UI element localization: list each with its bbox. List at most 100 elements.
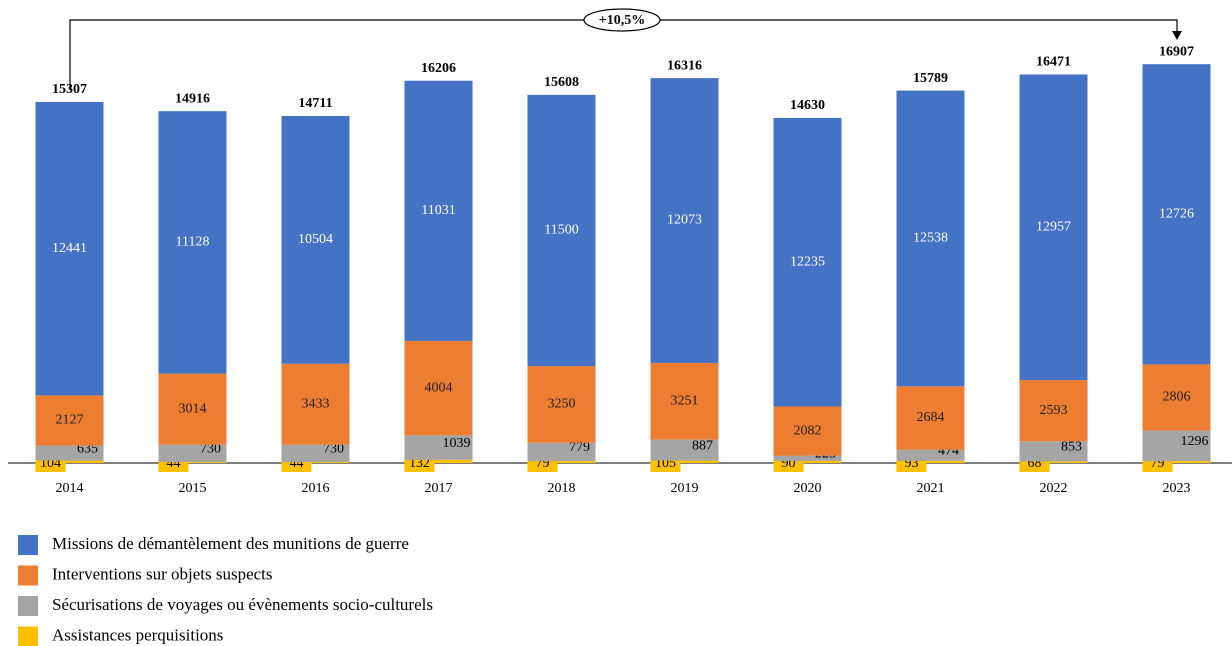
bar-segment bbox=[404, 459, 473, 463]
x-tick-label: 2021 bbox=[917, 481, 945, 496]
value-label: 730 bbox=[323, 442, 344, 457]
x-tick-label: 2019 bbox=[671, 481, 699, 496]
bar-segment bbox=[281, 115, 350, 364]
bar-segment bbox=[158, 444, 227, 462]
bar-segment bbox=[158, 461, 227, 463]
bar-segment bbox=[773, 117, 842, 407]
bar-segment bbox=[404, 435, 473, 460]
value-label: 2806 bbox=[1163, 390, 1191, 405]
legend-swatch bbox=[18, 626, 38, 646]
value-label: 11031 bbox=[421, 203, 455, 218]
bar-segment bbox=[1142, 461, 1211, 463]
legend-label: Missions de démantèlement des munitions … bbox=[52, 534, 409, 553]
value-label: 2127 bbox=[56, 413, 84, 428]
value-label: 730 bbox=[200, 442, 221, 457]
bar-segment bbox=[896, 386, 965, 450]
total-label: 16907 bbox=[1159, 44, 1194, 59]
value-label: 12538 bbox=[913, 231, 948, 246]
total-label: 15789 bbox=[913, 71, 948, 86]
legend-swatch bbox=[18, 565, 38, 586]
value-label: 2082 bbox=[794, 423, 822, 438]
x-tick-label: 2014 bbox=[56, 481, 84, 496]
value-label: 132 bbox=[409, 456, 430, 471]
bar-segment bbox=[1142, 430, 1211, 462]
bar-segment bbox=[35, 445, 104, 461]
bar-segment bbox=[527, 94, 596, 367]
value-label: 3433 bbox=[302, 396, 330, 411]
bar-segment bbox=[527, 461, 596, 463]
value-label: 2684 bbox=[917, 410, 945, 425]
legend-label: Sécurisations de voyages ou évènements s… bbox=[52, 595, 433, 614]
value-label: 3014 bbox=[179, 401, 207, 416]
bar-segment bbox=[896, 449, 965, 461]
bar-segment bbox=[1019, 461, 1088, 463]
bar-segment bbox=[527, 366, 596, 443]
bar-segment bbox=[650, 460, 719, 463]
total-label: 14916 bbox=[175, 91, 210, 106]
value-label: 1039 bbox=[443, 436, 471, 451]
bar-segment bbox=[1019, 74, 1088, 381]
value-label: 779 bbox=[569, 440, 590, 455]
bar-segment bbox=[35, 101, 104, 396]
bar-segment bbox=[281, 363, 350, 445]
value-label: 12957 bbox=[1036, 220, 1071, 235]
total-label: 15307 bbox=[52, 82, 87, 97]
legend-label: Interventions sur objets suspects bbox=[52, 564, 273, 583]
bar-segment bbox=[281, 444, 350, 462]
bar-segment bbox=[35, 395, 104, 446]
value-label: 2593 bbox=[1040, 403, 1068, 418]
total-label: 15608 bbox=[544, 75, 579, 90]
value-label: 3251 bbox=[671, 393, 699, 408]
x-tick-label: 2020 bbox=[794, 481, 822, 496]
bar-segment bbox=[527, 442, 596, 462]
bar-segment bbox=[404, 80, 473, 341]
x-tick-label: 2015 bbox=[179, 481, 207, 496]
bar-segment bbox=[896, 90, 965, 387]
total-label: 14711 bbox=[298, 96, 332, 111]
bar-segment bbox=[1019, 441, 1088, 462]
value-label: 10504 bbox=[298, 232, 333, 247]
x-tick-label: 2016 bbox=[302, 481, 330, 496]
bar-segment bbox=[158, 373, 227, 445]
bar-segment bbox=[650, 439, 719, 461]
value-label: 12441 bbox=[52, 241, 87, 256]
total-label: 16206 bbox=[421, 61, 456, 76]
value-label: 1296 bbox=[1181, 434, 1209, 449]
total-label: 14630 bbox=[790, 98, 825, 113]
value-label: 4004 bbox=[425, 380, 453, 395]
bar-segment bbox=[35, 460, 104, 463]
value-label: 11128 bbox=[176, 235, 210, 250]
x-tick-label: 2018 bbox=[548, 481, 576, 496]
value-label: 3250 bbox=[548, 397, 576, 412]
total-label: 16471 bbox=[1036, 55, 1071, 70]
bar-segment bbox=[158, 111, 227, 374]
legend-label: Assistances perquisitions bbox=[52, 625, 223, 644]
bar-segment bbox=[1142, 64, 1211, 365]
legend-swatch bbox=[18, 596, 38, 616]
x-tick-label: 2023 bbox=[1163, 481, 1191, 496]
bar-segment bbox=[650, 78, 719, 363]
x-tick-label: 2022 bbox=[1040, 481, 1068, 496]
bar-segment bbox=[773, 460, 842, 463]
bar-segment bbox=[404, 340, 473, 436]
bar-segment bbox=[281, 461, 350, 463]
value-label: 12235 bbox=[790, 254, 825, 269]
legend-swatch bbox=[18, 535, 38, 555]
x-tick-label: 2017 bbox=[425, 481, 453, 496]
bar-segment bbox=[1142, 364, 1211, 431]
value-label: 11500 bbox=[544, 223, 578, 238]
bar-segment bbox=[1019, 380, 1088, 442]
annotation: +10,5% bbox=[599, 13, 645, 28]
bar-segment bbox=[896, 460, 965, 463]
total-label: 16316 bbox=[667, 58, 702, 73]
annotation-arrow bbox=[1172, 31, 1182, 40]
bar-segment bbox=[650, 362, 719, 440]
value-label: 853 bbox=[1061, 440, 1082, 455]
value-label: 887 bbox=[692, 438, 713, 453]
value-label: 12726 bbox=[1159, 207, 1194, 222]
annotation-ellipse bbox=[583, 8, 661, 32]
bar-segment bbox=[773, 406, 842, 456]
value-label: 12073 bbox=[667, 213, 702, 228]
bar-segment bbox=[773, 455, 842, 461]
